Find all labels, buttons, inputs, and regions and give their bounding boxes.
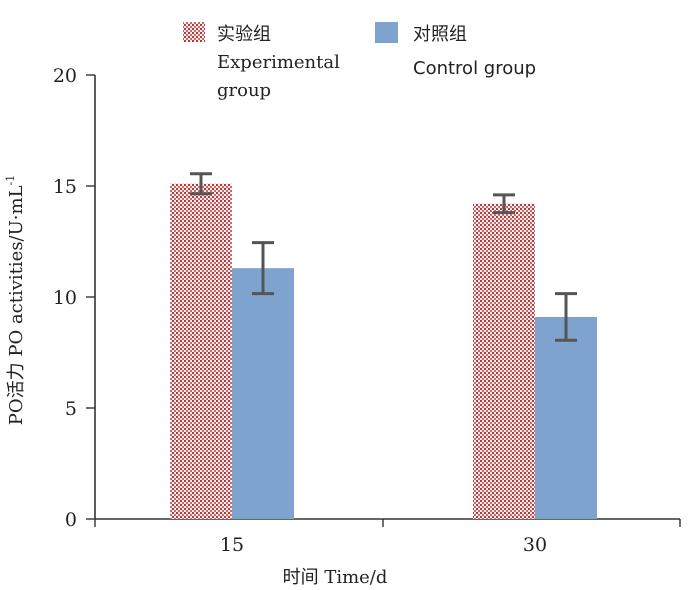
- legend-label-experimental-cn: 实验组: [217, 24, 271, 45]
- y-axis-title-text: PO活力 PO activities/U·mL: [6, 185, 27, 425]
- bar-control-30: [535, 316, 597, 519]
- x-tick-label-15: 15: [220, 534, 244, 556]
- plot-area: 0 5 10 15 20 15 30: [53, 65, 681, 556]
- legend-label-control-cn: 对照组: [413, 24, 467, 45]
- y-tick-label-15: 15: [53, 176, 77, 198]
- y-tick-label-10: 10: [53, 287, 77, 309]
- y-axis-title-superscript: -1: [4, 175, 17, 186]
- legend: 实验组 Experimental group 对照组 Control group: [183, 22, 536, 101]
- bar-experimental-15: [170, 183, 232, 519]
- bar-experimental-30: [473, 203, 535, 519]
- y-tick-label-5: 5: [65, 398, 77, 420]
- legend-label-control-en: Control group: [413, 58, 536, 79]
- legend-label-experimental-en-1: Experimental: [217, 52, 340, 73]
- svg-text:PO活力 PO activities/U·mL-1: PO活力 PO activities/U·mL-1: [4, 175, 27, 425]
- y-tick-label-20: 20: [53, 65, 77, 87]
- y-axis-title: PO活力 PO activities/U·mL-1: [4, 175, 27, 425]
- legend-swatch-control: [375, 22, 398, 43]
- y-tick-label-0: 0: [65, 509, 77, 531]
- legend-label-experimental-en-2: group: [217, 80, 271, 101]
- x-tick-label-30: 30: [523, 534, 547, 556]
- x-axis-title: 时间 Time/d: [283, 567, 388, 588]
- bar-control-15: [232, 268, 294, 519]
- legend-swatch-experimental: [183, 22, 205, 42]
